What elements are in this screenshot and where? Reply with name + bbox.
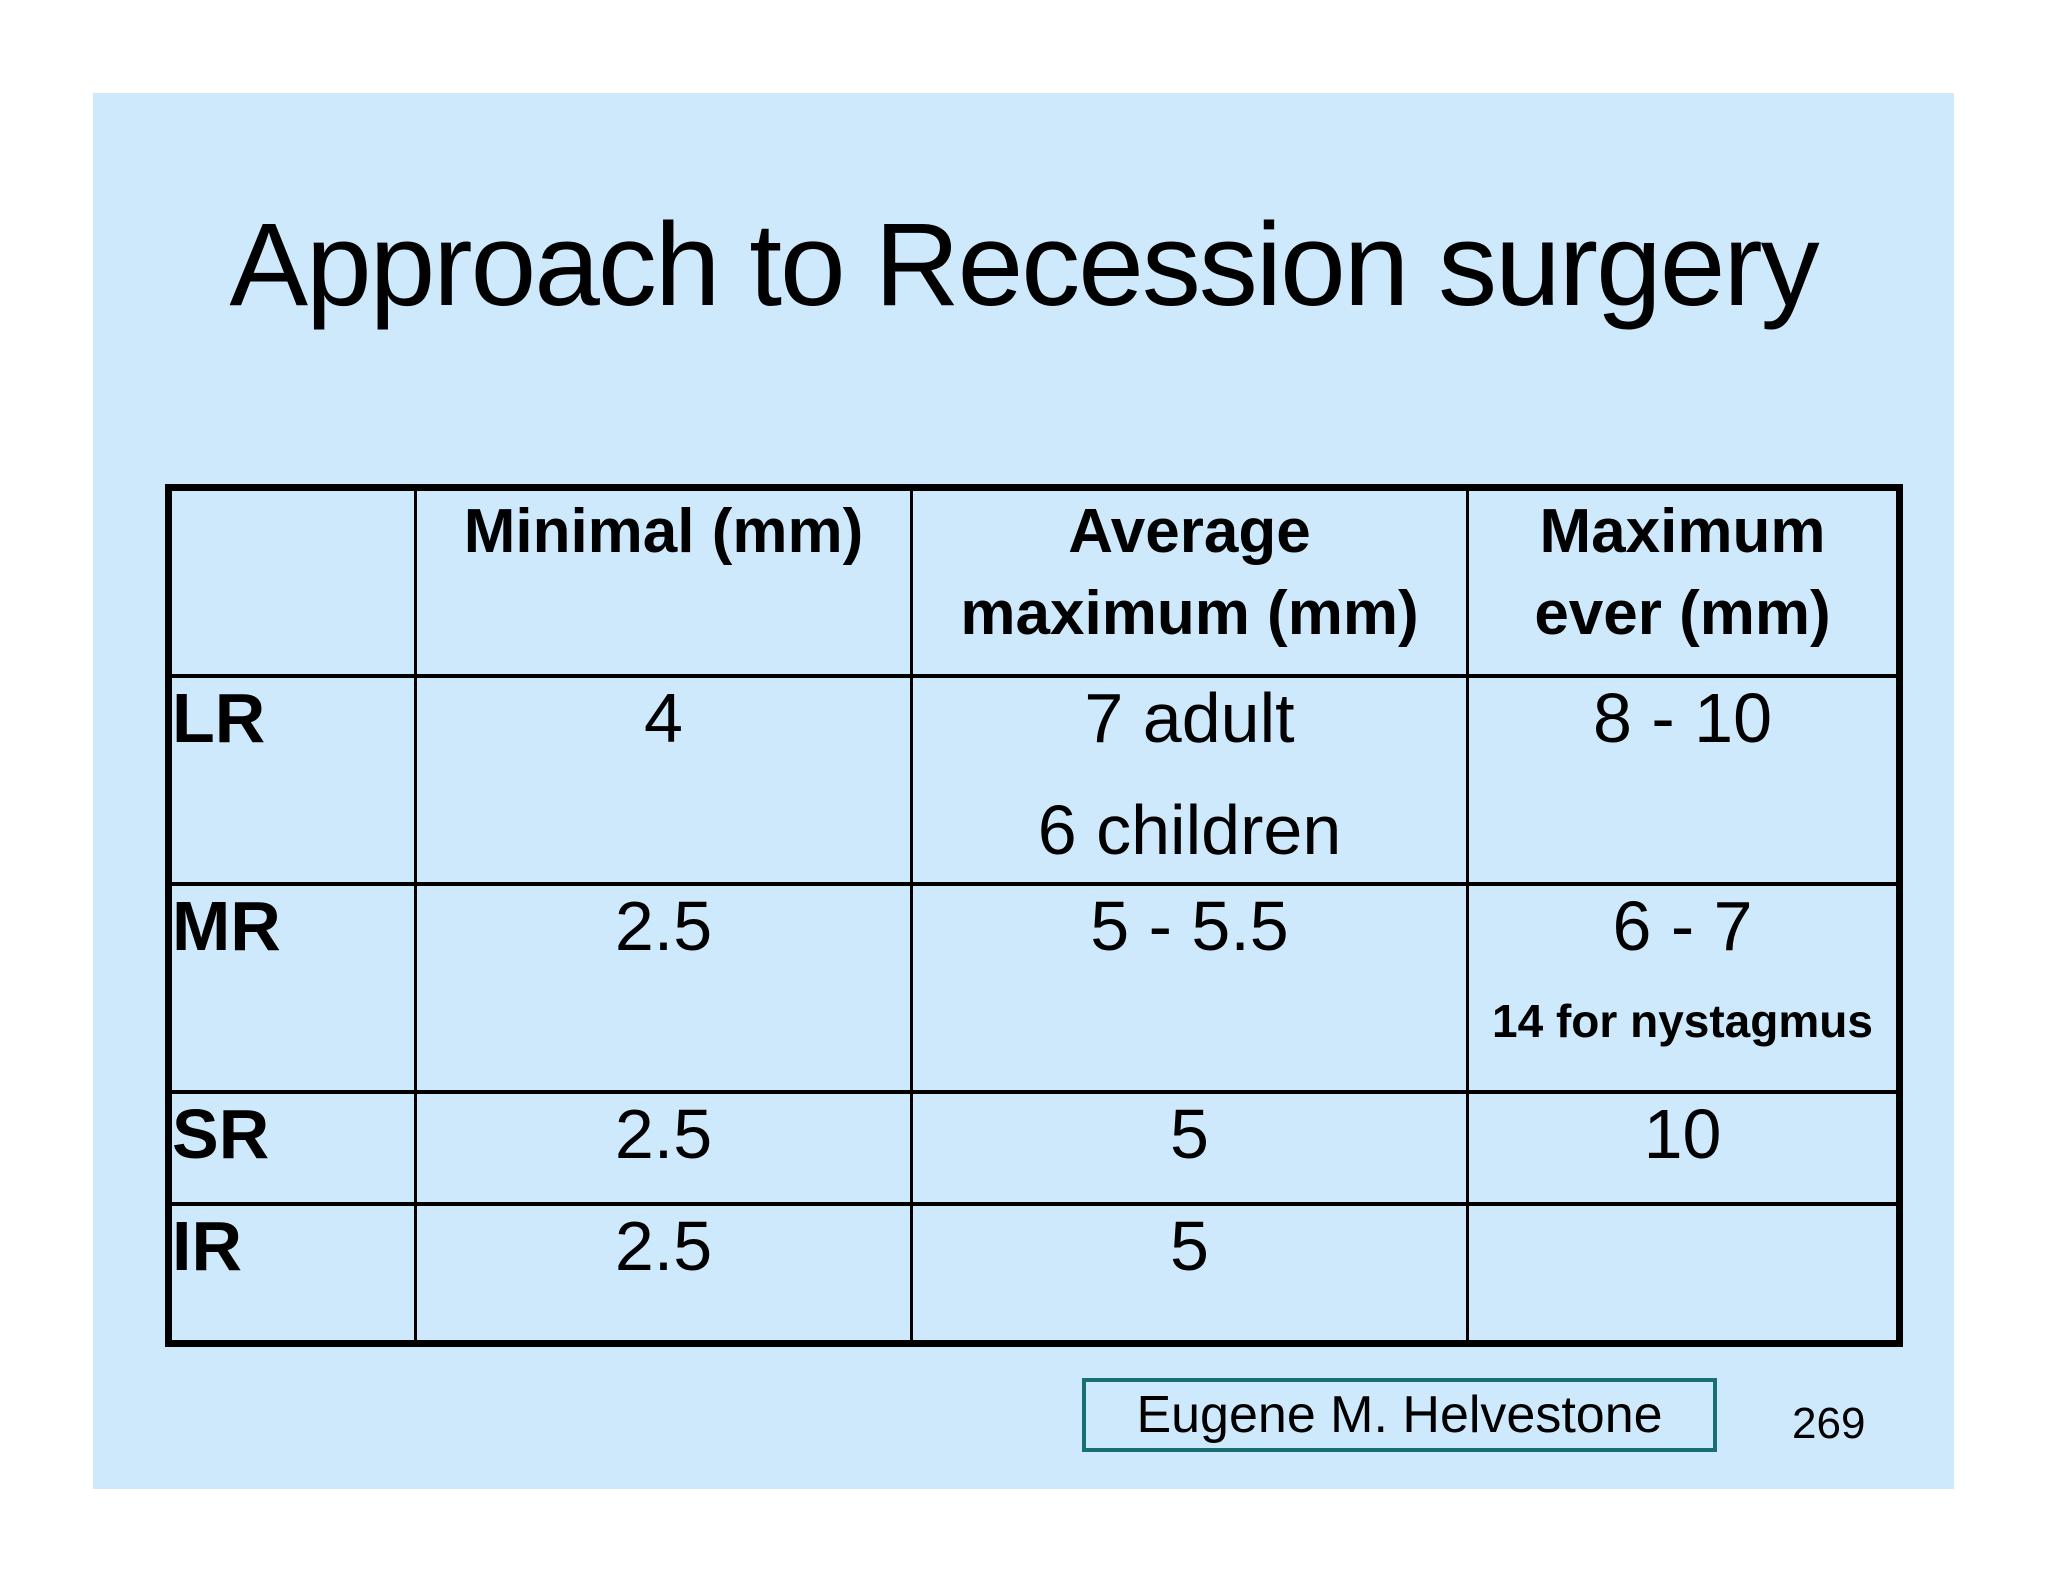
ir-minimal-value: 2.5 (414, 1201, 913, 1346)
row-label-mr: MR (167, 881, 417, 1094)
lr-average-line1: 7 adult (1084, 678, 1295, 757)
mr-average-value: 5 - 5.5 (910, 881, 1469, 1094)
credit-box: Eugene M. Helvestone (1082, 1378, 1717, 1452)
slide-title: Approach to Recession surgery (229, 199, 1819, 331)
ir-average-value: 5 (910, 1201, 1469, 1346)
lr-average-value: 7 adult 6 children (910, 673, 1469, 886)
table-row-ir: IR 2.5 5 (167, 1201, 1901, 1346)
lr-maximum-value: 8 - 10 (1466, 673, 1901, 886)
header-maximum-line2: ever (mm) (1534, 578, 1831, 648)
credit-text: Eugene M. Helvestone (1136, 1386, 1663, 1444)
recession-table: Minimal (mm) Average maximum (mm) Maximu… (165, 484, 1903, 1347)
header-average-line2: maximum (mm) (960, 578, 1419, 648)
sr-maximum-value: 10 (1466, 1089, 1901, 1206)
mr-maximum-note: 14 for nystagmus (1492, 995, 1873, 1047)
lr-minimal-value: 4 (414, 673, 913, 886)
header-maximum-line1: Maximum (1539, 497, 1826, 566)
row-label-sr: SR (167, 1089, 417, 1206)
table-row-lr: LR 4 7 adult 6 children 8 - 10 (167, 673, 1901, 886)
page-number: 269 (1792, 1399, 1866, 1448)
mr-minimal-value: 2.5 (414, 881, 913, 1094)
ir-maximum-value (1466, 1201, 1901, 1346)
header-cell-minimal: Minimal (mm) (414, 485, 913, 678)
mr-maximum-range: 6 - 7 (1612, 886, 1753, 965)
table-row-sr: SR 2.5 5 10 (167, 1089, 1901, 1206)
lr-average-line2: 6 children (1037, 791, 1342, 869)
header-cell-empty (167, 485, 417, 678)
header-cell-average-maximum: Average maximum (mm) (910, 485, 1469, 678)
header-average-line1: Average (1068, 497, 1311, 566)
slide-canvas: Approach to Recession surgery Minimal (m… (93, 93, 1954, 1489)
row-label-ir: IR (167, 1201, 417, 1346)
sr-average-value: 5 (910, 1089, 1469, 1206)
mr-maximum-value: 6 - 7 14 for nystagmus (1466, 881, 1901, 1094)
table-row-mr: MR 2.5 5 - 5.5 6 - 7 14 for nystagmus (167, 881, 1901, 1094)
table-header-row: Minimal (mm) Average maximum (mm) Maximu… (167, 485, 1901, 678)
header-cell-maximum-ever: Maximum ever (mm) (1466, 485, 1901, 678)
sr-minimal-value: 2.5 (414, 1089, 913, 1206)
row-label-lr: LR (167, 673, 417, 886)
